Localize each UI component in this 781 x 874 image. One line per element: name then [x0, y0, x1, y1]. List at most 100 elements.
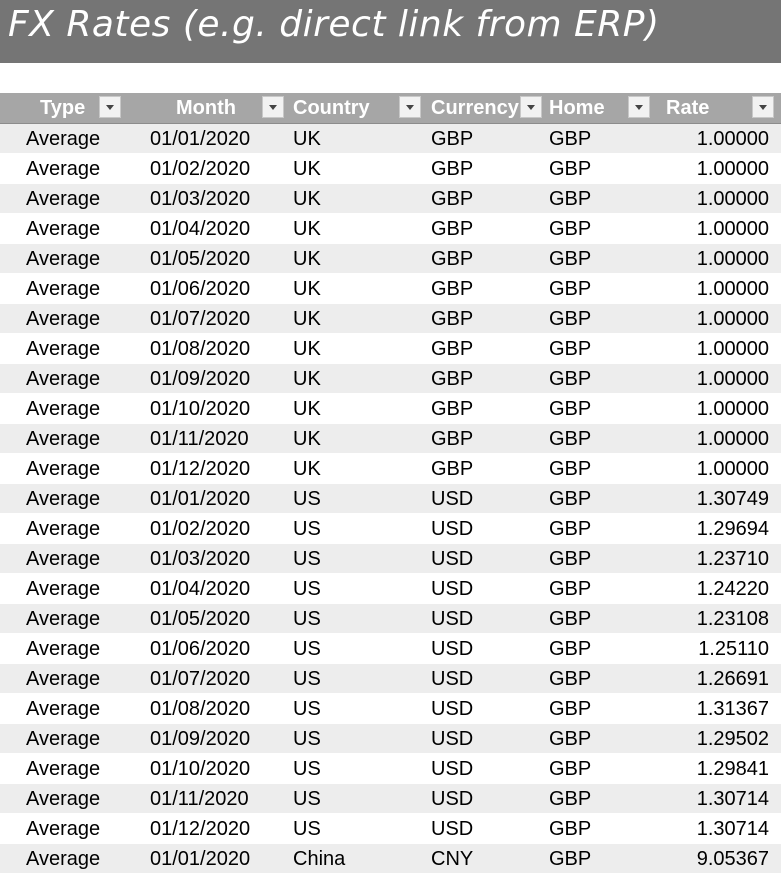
table-row[interactable]: Average 01/11/2020 UK GBP GBP 1.00000 — [0, 424, 781, 454]
cell-currency[interactable]: USD — [431, 518, 474, 540]
cell-type[interactable]: Average — [26, 248, 101, 270]
filter-dropdown-icon[interactable] — [752, 96, 774, 118]
cell-type[interactable]: Average — [26, 848, 101, 870]
cell-month[interactable]: 01/01/2020 — [150, 488, 251, 510]
cell-type[interactable]: Average — [26, 398, 101, 420]
cell-type[interactable]: Average — [26, 128, 101, 150]
cell-home[interactable]: GBP — [549, 698, 592, 720]
cell-country[interactable]: UK — [293, 308, 321, 330]
table-row[interactable]: Average 01/08/2020 UK GBP GBP 1.00000 — [0, 334, 781, 364]
cell-country[interactable]: UK — [293, 338, 321, 360]
cell-rate[interactable]: 1.00000 — [696, 458, 769, 480]
filter-dropdown-icon[interactable] — [399, 96, 421, 118]
cell-type[interactable]: Average — [26, 278, 101, 300]
cell-currency[interactable]: USD — [431, 548, 474, 570]
cell-rate[interactable]: 1.30749 — [696, 488, 769, 510]
cell-home[interactable]: GBP — [549, 428, 592, 450]
table-row[interactable]: Average 01/02/2020 US USD GBP 1.29694 — [0, 514, 781, 544]
cell-currency[interactable]: GBP — [431, 158, 474, 180]
cell-rate[interactable]: 1.29502 — [696, 728, 769, 750]
cell-currency[interactable]: USD — [431, 608, 474, 630]
cell-month[interactable]: 01/04/2020 — [150, 218, 251, 240]
cell-home[interactable]: GBP — [549, 398, 592, 420]
table-row[interactable]: Average 01/10/2020 UK GBP GBP 1.00000 — [0, 394, 781, 424]
filter-dropdown-icon[interactable] — [262, 96, 284, 118]
filter-dropdown-icon[interactable] — [520, 96, 542, 118]
cell-month[interactable]: 01/03/2020 — [150, 188, 251, 210]
cell-rate[interactable]: 1.00000 — [696, 338, 769, 360]
cell-month[interactable]: 01/11/2020 — [150, 788, 249, 810]
cell-home[interactable]: GBP — [549, 728, 592, 750]
cell-type[interactable]: Average — [26, 668, 101, 690]
table-row[interactable]: Average 01/09/2020 US USD GBP 1.29502 — [0, 724, 781, 754]
cell-country[interactable]: UK — [293, 248, 321, 270]
cell-country[interactable]: UK — [293, 158, 321, 180]
cell-currency[interactable]: GBP — [431, 248, 474, 270]
cell-currency[interactable]: USD — [431, 488, 474, 510]
table-row[interactable]: Average 01/06/2020 US USD GBP 1.25110 — [0, 634, 781, 664]
cell-type[interactable]: Average — [26, 758, 101, 780]
cell-home[interactable]: GBP — [549, 158, 592, 180]
table-row[interactable]: Average 01/04/2020 UK GBP GBP 1.00000 — [0, 214, 781, 244]
cell-month[interactable]: 01/03/2020 — [150, 548, 251, 570]
cell-home[interactable]: GBP — [549, 458, 592, 480]
cell-type[interactable]: Average — [26, 488, 101, 510]
cell-rate[interactable]: 1.29841 — [696, 758, 769, 780]
cell-month[interactable]: 01/10/2020 — [150, 398, 251, 420]
cell-rate[interactable]: 1.00000 — [696, 158, 769, 180]
cell-home[interactable]: GBP — [549, 758, 592, 780]
table-row[interactable]: Average 01/01/2020 UK GBP GBP 1.00000 — [0, 124, 781, 154]
cell-home[interactable]: GBP — [549, 338, 592, 360]
cell-home[interactable]: GBP — [549, 278, 592, 300]
cell-home[interactable]: GBP — [549, 308, 592, 330]
table-row[interactable]: Average 01/07/2020 UK GBP GBP 1.00000 — [0, 304, 781, 334]
cell-home[interactable]: GBP — [549, 368, 592, 390]
cell-rate[interactable]: 1.31367 — [696, 698, 769, 720]
table-row[interactable]: Average 01/01/2020 US USD GBP 1.30749 — [0, 484, 781, 514]
cell-home[interactable]: GBP — [549, 218, 592, 240]
table-row[interactable]: Average 01/06/2020 UK GBP GBP 1.00000 — [0, 274, 781, 304]
table-row[interactable]: Average 01/05/2020 UK GBP GBP 1.00000 — [0, 244, 781, 274]
cell-type[interactable]: Average — [26, 308, 101, 330]
cell-currency[interactable]: USD — [431, 578, 474, 600]
cell-country[interactable]: US — [293, 608, 321, 630]
cell-country[interactable]: China — [293, 848, 346, 870]
cell-country[interactable]: UK — [293, 428, 321, 450]
cell-type[interactable]: Average — [26, 158, 101, 180]
cell-type[interactable]: Average — [26, 188, 101, 210]
cell-type[interactable]: Average — [26, 518, 101, 540]
cell-country[interactable]: US — [293, 488, 321, 510]
cell-country[interactable]: US — [293, 548, 321, 570]
cell-rate[interactable]: 1.23710 — [696, 548, 769, 570]
cell-rate[interactable]: 1.25110 — [698, 638, 769, 660]
cell-currency[interactable]: GBP — [431, 278, 474, 300]
cell-month[interactable]: 01/06/2020 — [150, 638, 251, 660]
cell-home[interactable]: GBP — [549, 668, 592, 690]
cell-type[interactable]: Average — [26, 698, 101, 720]
table-row[interactable]: Average 01/05/2020 US USD GBP 1.23108 — [0, 604, 781, 634]
cell-currency[interactable]: CNY — [431, 848, 474, 870]
cell-month[interactable]: 01/08/2020 — [150, 338, 251, 360]
cell-rate[interactable]: 1.24220 — [696, 578, 769, 600]
cell-country[interactable]: UK — [293, 188, 321, 210]
cell-currency[interactable]: GBP — [431, 458, 474, 480]
cell-month[interactable]: 01/01/2020 — [150, 848, 251, 870]
cell-type[interactable]: Average — [26, 338, 101, 360]
cell-type[interactable]: Average — [26, 218, 101, 240]
cell-country[interactable]: US — [293, 758, 321, 780]
cell-month[interactable]: 01/11/2020 — [150, 428, 249, 450]
cell-currency[interactable]: GBP — [431, 398, 474, 420]
cell-type[interactable]: Average — [26, 788, 101, 810]
cell-home[interactable]: GBP — [549, 548, 592, 570]
cell-currency[interactable]: GBP — [431, 128, 474, 150]
cell-home[interactable]: GBP — [549, 578, 592, 600]
cell-month[interactable]: 01/04/2020 — [150, 578, 251, 600]
cell-rate[interactable]: 1.26691 — [696, 668, 769, 690]
cell-country[interactable]: US — [293, 788, 321, 810]
cell-rate[interactable]: 1.00000 — [696, 368, 769, 390]
cell-type[interactable]: Average — [26, 608, 101, 630]
cell-home[interactable]: GBP — [549, 788, 592, 810]
table-row[interactable]: Average 01/04/2020 US USD GBP 1.24220 — [0, 574, 781, 604]
cell-country[interactable]: UK — [293, 218, 321, 240]
cell-currency[interactable]: GBP — [431, 188, 474, 210]
